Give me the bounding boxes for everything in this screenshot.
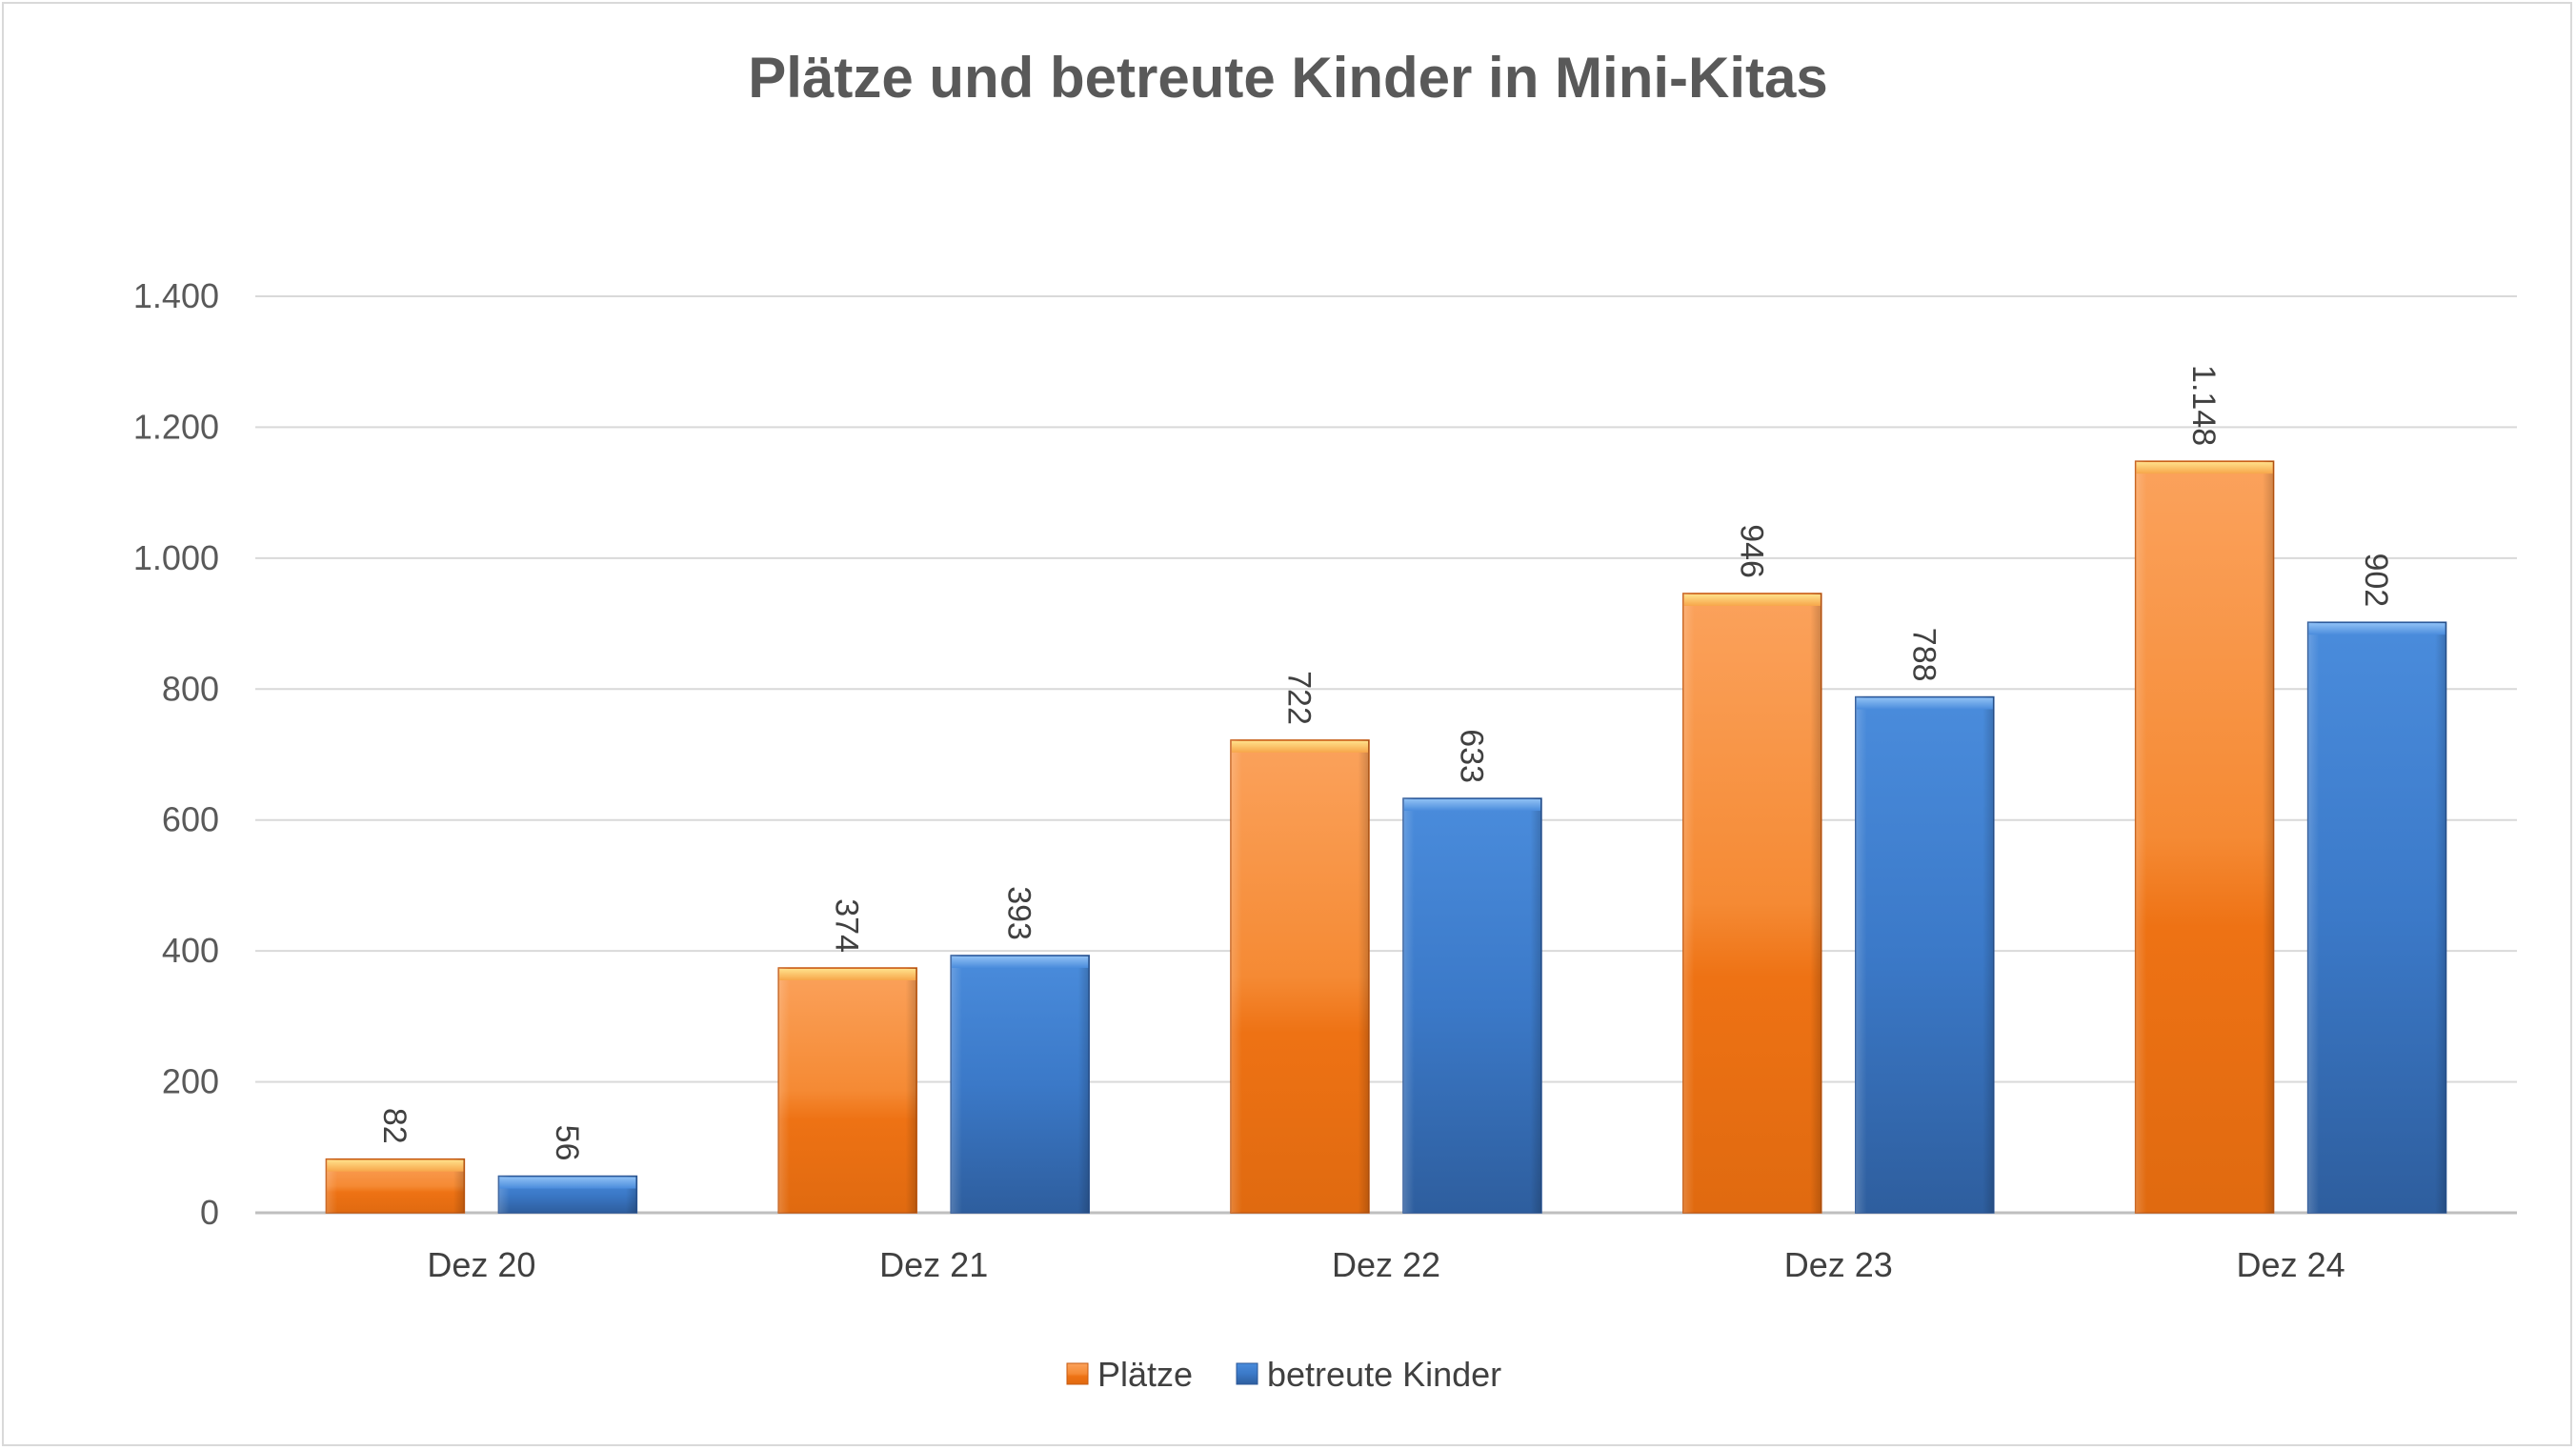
data-label: 1.148 xyxy=(2185,365,2222,446)
data-label: 393 xyxy=(1001,886,1037,940)
bar-series xyxy=(325,460,2447,1214)
legend-item: betreute Kinder xyxy=(1236,1355,1501,1394)
bar-shade xyxy=(2135,461,2274,1213)
y-tick-label: 400 xyxy=(162,931,219,970)
bar-plaetze xyxy=(1230,739,1370,1214)
bar-betreute-kinder xyxy=(950,955,1090,1214)
bar-shade xyxy=(778,968,917,1213)
data-label: 902 xyxy=(2358,553,2394,607)
bar-plaetze xyxy=(325,1158,466,1214)
chart-title: Plätze und betreute Kinder in Mini-Kitas xyxy=(748,46,1827,110)
bar-betreute-kinder xyxy=(1402,797,1542,1214)
legend-item: Plätze xyxy=(1066,1355,1193,1394)
legend-label: Plätze xyxy=(1097,1355,1193,1394)
bar-betreute-kinder xyxy=(1855,695,1995,1214)
bar-cap xyxy=(1404,799,1540,812)
bar-cap xyxy=(499,1177,636,1189)
legend-swatch xyxy=(1066,1362,1089,1385)
bar-cap xyxy=(2308,623,2445,635)
bar-shade xyxy=(2307,622,2446,1213)
legend-swatch xyxy=(1236,1362,1258,1385)
data-label: 788 xyxy=(1905,628,1942,682)
data-label: 722 xyxy=(1281,671,1318,725)
bar-plaetze xyxy=(777,967,917,1214)
bar-cap xyxy=(952,956,1089,968)
y-tick-label: 1.400 xyxy=(133,276,219,315)
bar-cap xyxy=(1856,697,1993,710)
bar-plaetze xyxy=(2134,460,2275,1214)
data-label: 82 xyxy=(376,1108,413,1144)
bar-cap xyxy=(1683,594,1821,606)
y-tick-label: 1.200 xyxy=(133,407,219,446)
bar-cap xyxy=(327,1159,464,1172)
data-label: 56 xyxy=(549,1125,585,1161)
data-label: 946 xyxy=(1733,524,1769,578)
bar-shade xyxy=(1682,593,1821,1213)
bar-shade xyxy=(951,955,1090,1213)
bar-cap xyxy=(779,969,916,981)
y-axis: 0 200 400 600 800 1.000 1.200 1.400 xyxy=(133,276,219,1232)
bar-shade xyxy=(1231,739,1369,1213)
x-tick-label: Dez 23 xyxy=(1784,1245,1893,1284)
bar-cap xyxy=(1232,740,1368,753)
bar-shade xyxy=(1403,798,1541,1213)
data-label: 633 xyxy=(1454,729,1490,783)
x-tick-label: Dez 24 xyxy=(2237,1245,2345,1284)
y-tick-label: 600 xyxy=(162,800,219,839)
bar-shade xyxy=(1855,696,1994,1213)
bar-plaetze xyxy=(1682,593,1822,1214)
x-tick-label: Dez 22 xyxy=(1332,1245,1440,1284)
bar-betreute-kinder xyxy=(2306,621,2447,1214)
x-tick-label: Dez 21 xyxy=(879,1245,988,1284)
y-tick-label: 800 xyxy=(162,669,219,708)
y-tick-label: 1.000 xyxy=(133,538,219,577)
data-label: 374 xyxy=(829,898,865,953)
data-labels: 82 56 374 393 722 633 946 788 1.148 902 xyxy=(376,365,2394,1160)
y-tick-label: 0 xyxy=(200,1193,219,1232)
x-tick-label: Dez 20 xyxy=(427,1245,535,1284)
legend-label: betreute Kinder xyxy=(1267,1355,1501,1394)
legend: Plätze betreute Kinder xyxy=(1066,1355,1501,1394)
bar-cap xyxy=(2136,462,2273,474)
y-tick-label: 200 xyxy=(162,1062,219,1101)
x-axis: Dez 20 Dez 21 Dez 22 Dez 23 Dez 24 xyxy=(427,1245,2345,1284)
bar-betreute-kinder xyxy=(497,1175,638,1214)
